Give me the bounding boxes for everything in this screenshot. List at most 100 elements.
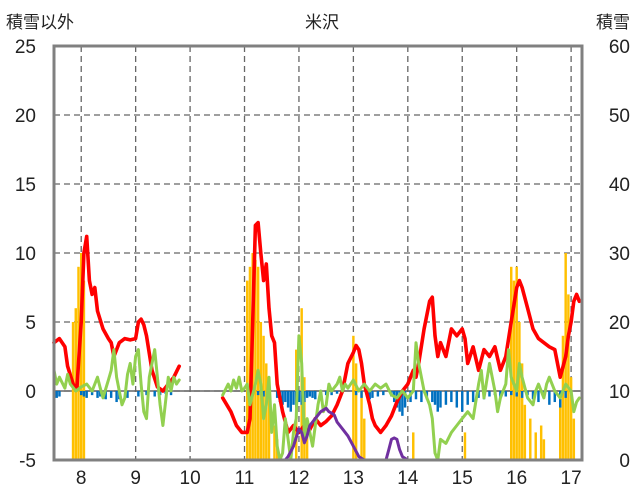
right-tick-label: 40 xyxy=(609,175,630,196)
data-bar xyxy=(115,391,118,403)
data-bar xyxy=(90,391,94,396)
data-bar xyxy=(529,418,532,460)
data-bar xyxy=(553,391,557,403)
data-bar xyxy=(262,391,265,397)
data-bar xyxy=(455,391,459,408)
data-bar xyxy=(85,391,88,398)
x-tick-label: 16 xyxy=(506,468,527,489)
data-bar xyxy=(461,391,464,412)
data-bar xyxy=(504,391,508,397)
right-tick-label: 60 xyxy=(609,37,630,58)
data-bar xyxy=(360,391,363,398)
right-tick-label: 0 xyxy=(619,451,630,472)
data-bar xyxy=(534,432,537,460)
data-bar xyxy=(145,391,148,396)
tick-layer: -5 0 5 10 15 20 25 0 10 20 30 40 50 60 8 9 10 11 12 13 14 15 1… xyxy=(15,37,630,489)
right-axis-title: 積雪 xyxy=(596,13,630,33)
data-bar xyxy=(376,391,380,397)
right-tick-label: 50 xyxy=(609,106,630,127)
data-bar xyxy=(305,425,309,460)
data-bar xyxy=(58,391,61,397)
data-bar xyxy=(403,391,407,408)
plot-frame xyxy=(52,44,584,462)
data-bar xyxy=(335,391,339,394)
data-bar xyxy=(382,391,385,396)
data-bar xyxy=(256,391,260,396)
data-bar xyxy=(414,391,418,400)
right-tick-label: 10 xyxy=(609,382,630,403)
data-bar xyxy=(104,391,107,400)
data-bar xyxy=(82,391,86,397)
x-tick-label: 14 xyxy=(397,468,419,489)
data-bar xyxy=(82,280,86,460)
data-bar xyxy=(284,391,287,403)
data-bar xyxy=(515,391,518,397)
data-bar xyxy=(471,391,475,403)
left-tick-label: -5 xyxy=(19,451,36,472)
data-bar xyxy=(439,391,442,408)
data-bar xyxy=(303,391,306,403)
data-bar xyxy=(537,391,540,403)
data-bar xyxy=(518,322,521,460)
left-axis-title: 積雪以外 xyxy=(6,13,74,33)
data-bar xyxy=(71,322,75,460)
data-bar xyxy=(564,391,567,398)
data-bar xyxy=(153,391,156,397)
data-bar xyxy=(275,391,279,398)
data-bar xyxy=(137,391,140,397)
left-tick-label: 5 xyxy=(25,313,36,334)
data-bar xyxy=(398,391,401,412)
data-bar xyxy=(371,391,374,398)
data-bar xyxy=(572,418,576,460)
data-bar xyxy=(510,391,513,396)
data-bar xyxy=(520,363,524,460)
x-tick-label: 15 xyxy=(452,468,473,489)
data-bar xyxy=(531,391,535,400)
series-line xyxy=(221,334,581,462)
data-bar xyxy=(520,391,524,398)
right-tick-label: 20 xyxy=(609,313,630,334)
data-bar xyxy=(444,391,448,405)
data-bar xyxy=(314,391,317,400)
data-bar xyxy=(477,391,480,398)
data-bar xyxy=(281,391,284,405)
left-tick-label: 20 xyxy=(15,106,36,127)
data-bar xyxy=(354,391,358,396)
data-bar xyxy=(567,294,570,460)
series-line xyxy=(220,220,582,435)
data-bar xyxy=(126,391,129,398)
data-bar xyxy=(79,253,83,460)
data-bar xyxy=(368,391,371,400)
data-bar xyxy=(488,391,491,397)
data-bar xyxy=(463,432,467,460)
data-bar xyxy=(548,391,551,405)
data-bar xyxy=(412,432,415,460)
x-tick-label: 13 xyxy=(343,468,364,489)
x-tick-label: 9 xyxy=(130,468,141,489)
data-bar xyxy=(433,391,437,405)
data-bar xyxy=(256,266,260,460)
data-bar xyxy=(512,280,516,460)
data-bar xyxy=(286,391,290,408)
data-bar xyxy=(542,439,546,460)
data-bar xyxy=(561,335,565,460)
data-bar xyxy=(354,363,358,460)
line-layer xyxy=(52,220,584,462)
data-bar xyxy=(363,418,366,460)
data-bar xyxy=(523,404,527,460)
data-bar xyxy=(292,391,295,405)
data-bar xyxy=(254,259,257,460)
data-bar xyxy=(109,391,113,398)
data-bar xyxy=(324,391,328,396)
data-bar xyxy=(569,377,573,460)
data-bar xyxy=(305,391,309,398)
data-bar xyxy=(420,391,423,403)
data-bar xyxy=(360,391,363,460)
series-line xyxy=(52,348,181,427)
data-bar xyxy=(267,391,271,460)
series-line xyxy=(204,406,584,462)
data-bar xyxy=(246,280,249,460)
data-bar xyxy=(330,391,333,396)
data-bar xyxy=(79,391,83,396)
